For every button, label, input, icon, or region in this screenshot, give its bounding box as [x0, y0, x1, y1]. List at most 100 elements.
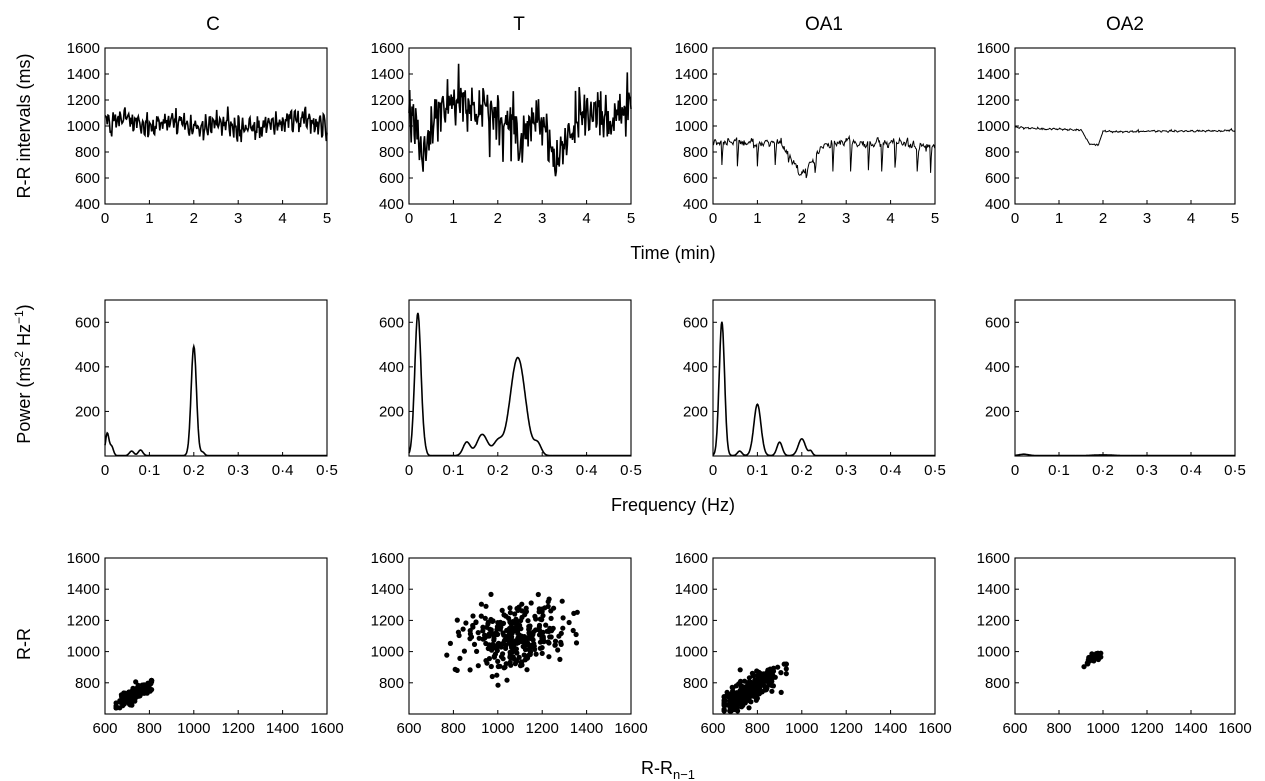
poincare-point — [484, 624, 490, 630]
poincare-point — [502, 664, 508, 670]
panel-poincare-c: 600 800 1000 1200 1400 1600 800 1000 1200 1400 160… — [67, 550, 344, 737]
y-tick-label: 1400 — [371, 581, 404, 598]
poincare-point — [113, 705, 119, 711]
x-tick-label: 0·2 — [487, 462, 509, 479]
x-tick-label: 1400 — [266, 720, 299, 737]
y-tick-label: 800 — [75, 675, 100, 692]
poincare-point — [745, 687, 751, 693]
x-tick-label: 0 — [709, 210, 717, 227]
poincare-point — [726, 702, 732, 708]
x-tick-label: 3 — [1143, 210, 1151, 227]
poincare-point — [555, 647, 561, 653]
poincare-point — [754, 693, 760, 699]
x-tick-label: 800 — [745, 720, 770, 737]
poincare-point — [557, 656, 563, 663]
plot-frame — [104, 557, 328, 715]
y-tick-label: 400 — [75, 359, 100, 376]
y-tick-label: 1000 — [371, 644, 404, 661]
poincare-point — [514, 640, 520, 646]
poincare-point — [746, 705, 752, 711]
poincare-point — [755, 674, 761, 680]
y-tick-label: 400 — [683, 196, 708, 213]
poincare-point — [551, 605, 557, 611]
plot-frame — [1014, 299, 1236, 457]
poincare-point — [507, 610, 513, 616]
poincare-point — [507, 659, 513, 665]
x-tick-label: 0·2 — [1092, 462, 1114, 479]
poincare-point — [738, 687, 744, 693]
y-tick-label: 1000 — [675, 644, 708, 661]
poincare-point — [721, 701, 727, 707]
poincare-point — [1094, 654, 1100, 661]
poincare-point — [471, 641, 478, 648]
y-tick-label: 400 — [985, 359, 1010, 376]
poincare-point — [524, 655, 531, 661]
poincare-point — [532, 646, 538, 653]
y-tick-label: 200 — [683, 403, 708, 420]
x-tick-label: 1000 — [177, 720, 210, 737]
power-ylabel-sup2: −1 — [12, 310, 26, 324]
poincare-point — [519, 608, 525, 614]
x-tick-label: 1200 — [830, 720, 863, 737]
poincare-point — [467, 667, 473, 673]
y-tick-label: 800 — [379, 675, 404, 692]
y-tick-label: 1000 — [675, 118, 708, 135]
poincare-point — [558, 639, 564, 645]
x-tick-label: 0 — [101, 462, 109, 479]
x-tick-label: 1200 — [222, 720, 255, 737]
poincare-point — [526, 626, 532, 633]
poincare-point — [518, 659, 524, 665]
rr-series-oa2 — [1014, 126, 1236, 147]
y-tick-label: 1400 — [67, 66, 100, 83]
poincare-point — [500, 630, 506, 636]
poincare-point — [536, 606, 542, 612]
poincare-point — [783, 666, 789, 672]
panel-rr_intervals-t: 0 1 2 3 4 5 400 600 800 1000 1200 1400 1600 — [371, 40, 636, 227]
poincare-point — [1086, 654, 1092, 661]
x-tick-label: 1000 — [1086, 720, 1119, 737]
poincare-point — [757, 681, 763, 687]
poincare-point — [573, 631, 579, 638]
y-tick-label: 800 — [683, 675, 708, 692]
y-tick-label: 600 — [379, 170, 404, 187]
x-tick-label: 0·2 — [791, 462, 813, 479]
power-series-oa2 — [1014, 453, 1235, 457]
power-series-t — [408, 312, 631, 457]
poincare-point — [726, 693, 732, 699]
y-tick-label: 600 — [985, 314, 1010, 331]
poincare-point — [491, 653, 497, 660]
x-tick-label: 0·4 — [1180, 462, 1202, 479]
y-tick-label: 400 — [985, 196, 1010, 213]
column-title-c: C — [206, 14, 220, 35]
poincare-point — [552, 638, 559, 644]
x-tick-label: 1200 — [526, 720, 559, 737]
x-tick-label: 0·1 — [747, 462, 769, 479]
poincare-point — [488, 663, 494, 670]
power-ylabel: Power (ms2 Hz−1) — [12, 304, 34, 443]
poincare-point — [512, 661, 519, 667]
poincare-point — [488, 631, 494, 637]
poincare-point — [540, 613, 546, 619]
poincare-point — [519, 638, 525, 645]
poincare-point — [732, 703, 738, 709]
poincare-point — [140, 688, 146, 694]
plot-frame — [1014, 557, 1236, 715]
poincare-point — [148, 677, 154, 684]
y-tick-label: 1200 — [977, 612, 1010, 629]
poincare-point — [495, 663, 501, 670]
poincare-point — [475, 663, 481, 669]
panel-power_spectrum-c: 0 0·1 0·2 0·3 0·4 0·5 200 400 600 — [75, 299, 338, 479]
y-tick-label: 600 — [75, 314, 100, 331]
poincare-point — [756, 689, 762, 695]
poincare-point — [573, 640, 580, 646]
poincare-point — [470, 613, 476, 619]
plot-frame — [408, 299, 632, 457]
x-tick-label: 4 — [582, 210, 590, 227]
rr-series-t — [408, 63, 632, 177]
plot-frame — [712, 557, 936, 715]
y-tick-label: 1000 — [977, 644, 1010, 661]
y-tick-label: 1600 — [67, 40, 100, 57]
poincare-point — [547, 625, 553, 632]
y-tick-label: 1000 — [67, 118, 100, 135]
time-xlabel: Time (min) — [630, 243, 715, 263]
